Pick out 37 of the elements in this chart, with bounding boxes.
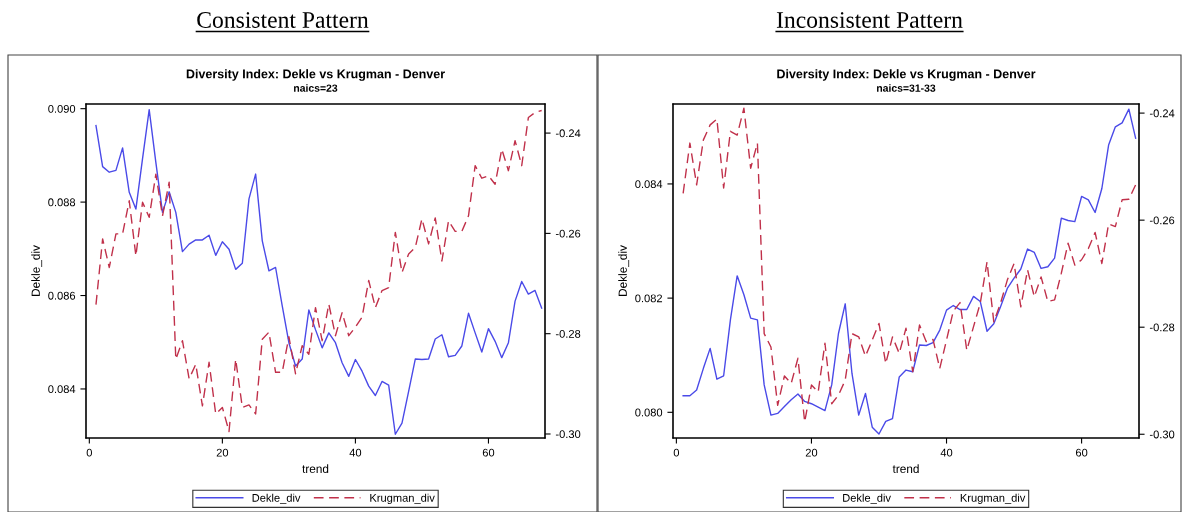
legend-label: Krugman_div (370, 493, 435, 505)
x-tick-label: 40 (349, 448, 362, 457)
x-tick-label: 60 (1075, 448, 1088, 457)
y-tick-label: 0.080 (635, 408, 663, 417)
y-tick-label: 0.088 (48, 198, 76, 207)
x-axis-title: trend (302, 464, 329, 473)
x-tick-label: 40 (940, 448, 953, 457)
y-axis-title: Dekle_div (618, 245, 630, 296)
x-tick-label: 20 (805, 448, 818, 457)
y-tick-label: 0.086 (48, 291, 76, 300)
chart-subtitle: naics=23 (294, 84, 338, 92)
y2-tick-label: -0.26 (1149, 216, 1175, 225)
y2-tick-label: -0.24 (1149, 109, 1175, 118)
x-tick-label: 20 (216, 448, 229, 457)
x-axis-title: trend (892, 464, 919, 473)
y2-tick-label: -0.24 (555, 129, 581, 138)
y-tick-label: 0.084 (635, 180, 663, 189)
y2-tick-label: -0.30 (1149, 430, 1175, 439)
x-tick-label: 0 (673, 448, 680, 457)
chart-title: Diversity Index: Dekle vs Krugman - Denver (777, 69, 1036, 81)
text: Inconsistent Pattern (776, 12, 963, 28)
y2-tick-label: -0.28 (1149, 323, 1175, 332)
legend-label: Dekle_div (843, 493, 891, 504)
y2-tick-label: -0.28 (555, 329, 581, 338)
chart-subtitle: naics=31-33 (877, 84, 936, 92)
y-tick-label: 0.084 (48, 385, 76, 394)
legend-label: Dekle_div (252, 493, 301, 504)
chart-title: Diversity Index: Dekle vs Krugman - Denver (186, 69, 445, 81)
text: Consistent Pattern (197, 12, 369, 28)
y-tick-label: 0.090 (48, 104, 76, 113)
x-tick-label: 60 (482, 448, 495, 457)
legend-label: Krugman_div (960, 493, 1026, 505)
y-axis-title: Dekle_div (31, 245, 43, 296)
y-tick-label: 0.082 (635, 294, 663, 303)
x-tick-label: 0 (86, 448, 92, 457)
y2-tick-label: -0.26 (555, 229, 581, 238)
y2-tick-label: -0.30 (555, 430, 581, 439)
